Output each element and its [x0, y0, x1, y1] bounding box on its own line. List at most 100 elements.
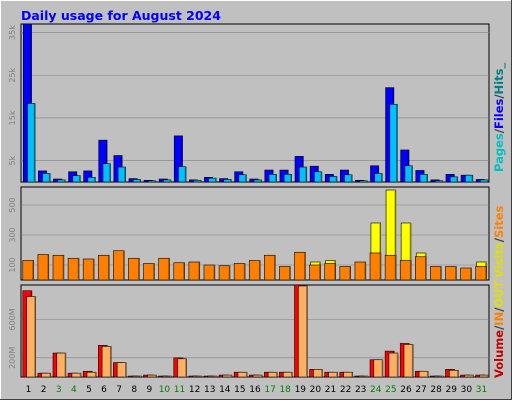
xtick-label: 22	[340, 385, 351, 395]
bar-in	[116, 362, 127, 378]
bar-in	[101, 346, 112, 378]
legend-sites: Sites	[492, 205, 506, 238]
xtick-label: 14	[219, 385, 231, 395]
legend-visits: Visits	[492, 242, 506, 278]
xtick-label: 23	[355, 385, 366, 395]
xtick-label: 2	[41, 385, 47, 395]
bar-in	[26, 296, 36, 378]
bar-files	[163, 179, 172, 183]
bar-files	[298, 166, 308, 183]
legend-files: Files	[492, 98, 506, 129]
xtick-label: 17	[264, 385, 275, 395]
bar-files	[449, 176, 459, 183]
bar-in	[207, 375, 218, 378]
ytick-label: 5k	[8, 155, 17, 165]
bar-files	[102, 163, 111, 183]
bar-files	[132, 179, 142, 183]
legend-sep-3: /	[492, 237, 506, 242]
ytick-label: 35k	[8, 25, 17, 40]
bar-in	[343, 371, 353, 378]
xtick-label: 15	[234, 385, 245, 395]
panel-hits: 5k 15k 25k 35k	[8, 23, 490, 183]
bar-sites	[430, 266, 442, 281]
bar-files	[223, 179, 232, 183]
bar-sites	[203, 264, 216, 281]
bar-files	[314, 171, 323, 183]
bar-in	[282, 371, 293, 378]
bar-sites	[143, 263, 155, 281]
bar-in	[328, 371, 338, 378]
legend-visits-panel: Visits/Sites	[492, 205, 506, 278]
bar-sites	[415, 256, 427, 281]
legend-sep-4: /	[492, 325, 506, 330]
xtick-label: 31	[476, 385, 487, 395]
bar-files	[27, 103, 36, 183]
bar-in	[418, 370, 429, 378]
panel-volume: 200M 600M	[8, 284, 490, 378]
bar-sites	[158, 257, 170, 281]
bar-sites	[52, 254, 65, 281]
bar-sites	[279, 266, 291, 281]
bar-sites	[37, 254, 50, 281]
xtick-label: 4	[71, 385, 77, 395]
bar-sites	[218, 265, 231, 281]
bar-files	[42, 173, 51, 183]
bar-files	[72, 175, 81, 183]
bar-sites	[67, 257, 80, 281]
bar-files	[87, 177, 96, 183]
bar-in	[237, 371, 248, 378]
xtick-label: 1	[26, 385, 32, 395]
bar-in	[162, 375, 172, 378]
legend-pages: Pages	[492, 133, 506, 172]
bar-in	[313, 369, 323, 378]
xtick-label: 30	[461, 385, 473, 395]
bar-sites	[173, 262, 185, 281]
xtick-label: 16	[249, 385, 261, 395]
bar-sites	[354, 261, 367, 281]
xtick-label: 25	[385, 385, 396, 395]
xtick-label: 24	[370, 385, 382, 395]
bar-in	[267, 371, 278, 378]
xtick-label: 28	[430, 385, 442, 395]
bar-in	[41, 372, 52, 378]
xtick-label: 11	[174, 385, 185, 395]
bar-sites	[113, 250, 125, 281]
bar-files	[178, 166, 187, 183]
bar-files	[389, 103, 398, 183]
bar-files	[238, 174, 247, 183]
bar-files	[434, 180, 443, 183]
bar-in	[373, 359, 384, 378]
bar-in	[479, 374, 489, 378]
bar-sites	[233, 263, 246, 281]
bar-files	[480, 179, 489, 183]
bar-files	[268, 174, 277, 183]
bar-sites	[369, 252, 382, 281]
bar-files	[193, 179, 202, 183]
xtick-label: 27	[415, 385, 426, 395]
bar-sites	[188, 261, 201, 281]
xtick-label: 3	[56, 385, 62, 395]
bar-files	[344, 174, 353, 183]
bar-in	[358, 375, 369, 378]
bar-files	[464, 174, 474, 183]
bar-in	[131, 375, 142, 378]
xtick-label: 13	[204, 385, 215, 395]
bar-files	[117, 166, 126, 183]
xtick-label: 18	[279, 385, 291, 395]
bar-files	[57, 179, 66, 183]
bar-sites	[128, 257, 140, 281]
legend-sep-2: /	[492, 94, 506, 99]
ytick-label: 200M	[8, 347, 17, 369]
bar-sites	[460, 267, 472, 281]
bar-files	[283, 174, 292, 183]
xtick-label: 10	[159, 385, 171, 395]
legend-hits-panel: Pages/Files/Hits_	[492, 63, 507, 172]
chart-title: Daily usage for August 2024	[21, 8, 221, 23]
xtick-label: 5	[86, 385, 92, 395]
ytick-label: 15k	[8, 110, 17, 125]
legend-out: OUT	[492, 280, 506, 307]
bar-sites	[339, 266, 352, 281]
legend-sep-1: /	[492, 128, 506, 133]
